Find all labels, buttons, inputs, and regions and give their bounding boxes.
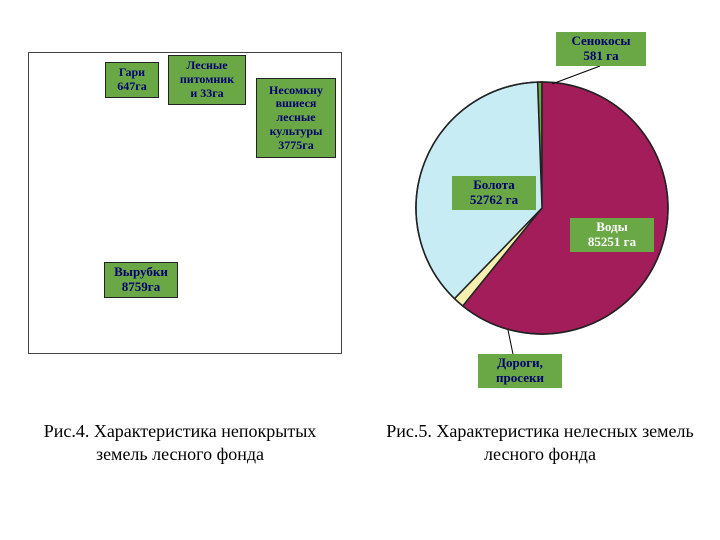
slice-label-gari: Гари647га <box>105 62 159 98</box>
slice-label-nesomkn: Несомкнувшиесялесныекультуры3775га <box>256 78 336 158</box>
caption-right: Рис.5. Характеристика нелесных земель ле… <box>360 420 720 467</box>
slice-label-pitomniki: Лесныепитомники 33га <box>168 55 246 105</box>
slice-label-vyrybki: Вырубки8759га <box>104 262 178 298</box>
charts-row: Гари647гаЛесныепитомники 33гаНесомкнувши… <box>0 0 720 420</box>
slice-label-senokosy: Сенокосы581 га <box>556 32 646 66</box>
slice-label-dorogi: Дороги,просеки <box>478 354 562 388</box>
slice-label-bolota: Болота52762 га <box>452 176 536 210</box>
caption-left: Рис.4. Характеристика непокрытых земель … <box>0 420 360 467</box>
right-chart: Сенокосы581 га Болота52762 га Воды85251 га… <box>360 0 720 420</box>
captions-row: Рис.4. Характеристика непокрытых земель … <box>0 420 720 467</box>
slice-label-vody: Воды85251 га <box>570 218 654 252</box>
left-chart: Гари647гаЛесныепитомники 33гаНесомкнувши… <box>0 0 360 420</box>
leader-0 <box>552 66 600 84</box>
